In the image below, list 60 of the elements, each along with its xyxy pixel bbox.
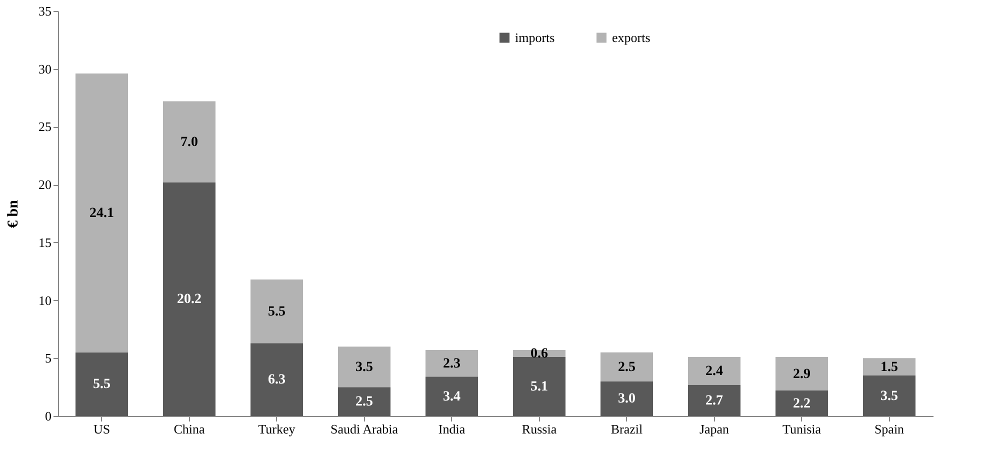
x-tick-label: China bbox=[174, 422, 205, 436]
x-tick-label: Russia bbox=[522, 422, 557, 436]
y-tick-label: 5 bbox=[45, 350, 52, 366]
data-label: 2.5 bbox=[618, 360, 636, 375]
x-tick-label: Brazil bbox=[610, 422, 644, 436]
x-tick-label: India bbox=[438, 422, 466, 436]
data-label: 2.2 bbox=[793, 396, 810, 412]
data-label: 5.5 bbox=[93, 377, 110, 392]
bar bbox=[600, 381, 653, 416]
data-label: 5.5 bbox=[268, 304, 286, 320]
data-label: 3.5 bbox=[880, 388, 898, 404]
data-label: 2.3 bbox=[443, 356, 460, 372]
data-label: 5.1 bbox=[530, 379, 548, 394]
data-label: 2.9 bbox=[793, 366, 810, 382]
x-tick-label: Tunisia bbox=[782, 422, 822, 436]
x-tick-label: Spain bbox=[874, 422, 905, 436]
bar bbox=[76, 352, 128, 416]
bar bbox=[250, 279, 303, 344]
x-tick-label: US bbox=[93, 422, 110, 436]
data-label: 3.4 bbox=[443, 389, 460, 404]
legend-label: exports bbox=[612, 30, 650, 45]
data-label: 2.5 bbox=[356, 394, 373, 410]
y-tick-label: 35 bbox=[38, 4, 52, 18]
y-tick-label: 20 bbox=[38, 177, 52, 192]
bar bbox=[76, 73, 128, 352]
bar bbox=[863, 358, 916, 376]
data-label: 24.1 bbox=[90, 206, 114, 221]
bar bbox=[776, 356, 828, 391]
y-tick-label: 30 bbox=[38, 61, 52, 76]
y-tick-label: 25 bbox=[38, 119, 52, 134]
bar bbox=[426, 350, 478, 377]
data-label: 3.0 bbox=[618, 392, 636, 407]
data-label: 2.4 bbox=[706, 364, 723, 379]
data-label: 3.5 bbox=[356, 360, 373, 375]
x-tick-label: Turkey bbox=[258, 422, 296, 436]
y-tick-label: 15 bbox=[38, 234, 52, 250]
legend-label: imports bbox=[515, 30, 555, 45]
data-label: 7.0 bbox=[180, 134, 198, 150]
bar bbox=[688, 356, 740, 385]
x-tick-label: Japan bbox=[699, 422, 730, 436]
bar bbox=[338, 346, 390, 388]
bar bbox=[426, 376, 478, 416]
bar bbox=[600, 352, 653, 382]
y-axis-title: € bn bbox=[6, 199, 22, 228]
bar bbox=[163, 182, 216, 416]
y-tick-label: 10 bbox=[38, 292, 52, 308]
bar bbox=[513, 356, 566, 416]
bar bbox=[163, 101, 216, 182]
data-label: 2.7 bbox=[706, 393, 723, 408]
bar bbox=[250, 343, 303, 416]
bar bbox=[776, 390, 828, 416]
data-label: 20.2 bbox=[177, 292, 202, 308]
bar bbox=[863, 376, 916, 416]
y-tick-label: 0 bbox=[45, 408, 52, 424]
data-label: 0.6 bbox=[530, 346, 548, 362]
bar bbox=[688, 384, 740, 416]
data-label: 1.5 bbox=[880, 360, 898, 375]
bar bbox=[338, 387, 390, 416]
x-tick-label: Saudi Arabia bbox=[330, 422, 398, 436]
data-label: 6.3 bbox=[268, 372, 286, 388]
